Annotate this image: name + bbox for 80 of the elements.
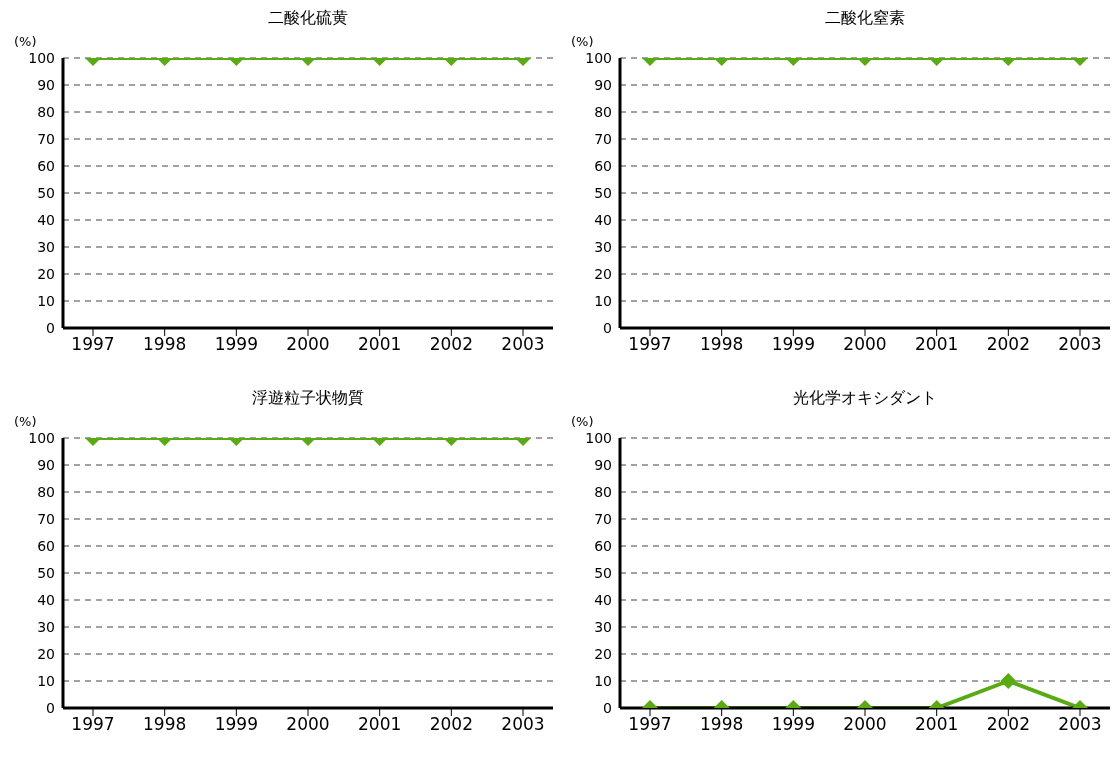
y-tick-label: 50 [37,564,55,581]
y-tick-label: 100 [28,429,55,446]
x-tick-label: 2002 [429,334,473,355]
y-tick-label: 30 [594,618,612,635]
x-tick-label: 1999 [214,714,258,735]
x-tick-label: 1998 [700,334,744,355]
y-tick-label: 60 [594,157,612,174]
y-tick-label: 30 [594,238,612,255]
x-tick-label: 2001 [358,714,402,735]
y-tick-label: 0 [603,699,612,716]
y-axis-title: (%) [571,414,594,429]
y-tick-label: 70 [594,130,612,147]
y-tick-label: 90 [37,456,55,473]
y-axis-title: (%) [14,414,37,429]
y-tick-label: 20 [594,645,612,662]
y-tick-label: 80 [594,483,612,500]
x-tick-label: 2000 [286,714,330,735]
y-tick-label: 70 [37,510,55,527]
y-tick-label: 70 [594,510,612,527]
x-tick-label: 2003 [501,714,545,735]
x-tick-label: 1997 [628,714,672,735]
y-tick-label: 20 [37,265,55,282]
y-tick-label: 80 [37,103,55,120]
chart-title: 浮遊粒子状物質 [251,388,365,409]
y-tick-label: 10 [594,672,612,689]
y-tick-label: 90 [594,76,612,93]
y-tick-label: 20 [594,265,612,282]
x-tick-label: 1999 [214,334,258,355]
y-tick-label: 60 [37,537,55,554]
y-tick-label: 80 [594,103,612,120]
y-tick-label: 0 [603,319,612,336]
y-tick-label: 40 [594,211,612,228]
y-tick-label: 100 [585,49,612,66]
chart-title: 二酸化窒素 [824,8,906,29]
y-tick-label: 100 [28,49,55,66]
y-tick-label: 30 [37,618,55,635]
x-tick-label: 1998 [143,334,187,355]
x-tick-label: 2001 [358,334,402,355]
x-tick-label: 1998 [700,714,744,735]
y-tick-label: 0 [46,319,55,336]
x-tick-label: 2002 [986,714,1030,735]
y-tick-label: 20 [37,645,55,662]
y-tick-label: 70 [37,130,55,147]
x-tick-label: 2002 [429,714,473,735]
y-tick-label: 90 [594,456,612,473]
x-tick-label: 2003 [501,334,545,355]
x-tick-label: 2003 [1058,714,1102,735]
x-tick-label: 1997 [71,714,115,735]
y-tick-label: 60 [594,537,612,554]
y-tick-label: 50 [37,184,55,201]
chart-title: 光化学オキシダント [792,388,938,409]
x-tick-label: 1999 [771,714,815,735]
y-tick-label: 40 [37,211,55,228]
y-tick-label: 90 [37,76,55,93]
x-tick-label: 1999 [771,334,815,355]
y-tick-label: 40 [37,591,55,608]
x-tick-label: 2001 [915,714,959,735]
y-tick-label: 100 [585,429,612,446]
x-tick-label: 2000 [843,714,887,735]
y-axis-title: (%) [14,34,37,49]
x-tick-label: 2000 [843,334,887,355]
x-tick-label: 1998 [143,714,187,735]
y-tick-label: 40 [594,591,612,608]
y-tick-label: 50 [594,184,612,201]
x-tick-label: 1997 [628,334,672,355]
x-tick-label: 2001 [915,334,959,355]
x-tick-label: 1997 [71,334,115,355]
y-tick-label: 80 [37,483,55,500]
x-tick-label: 2000 [286,334,330,355]
y-tick-label: 0 [46,699,55,716]
y-tick-label: 60 [37,157,55,174]
y-tick-label: 10 [37,292,55,309]
y-tick-label: 10 [37,672,55,689]
x-tick-label: 2003 [1058,334,1102,355]
chart-title: 二酸化硫黄 [267,8,349,29]
y-tick-label: 50 [594,564,612,581]
y-tick-label: 10 [594,292,612,309]
y-tick-label: 30 [37,238,55,255]
x-tick-label: 2002 [986,334,1030,355]
y-axis-title: (%) [571,34,594,49]
